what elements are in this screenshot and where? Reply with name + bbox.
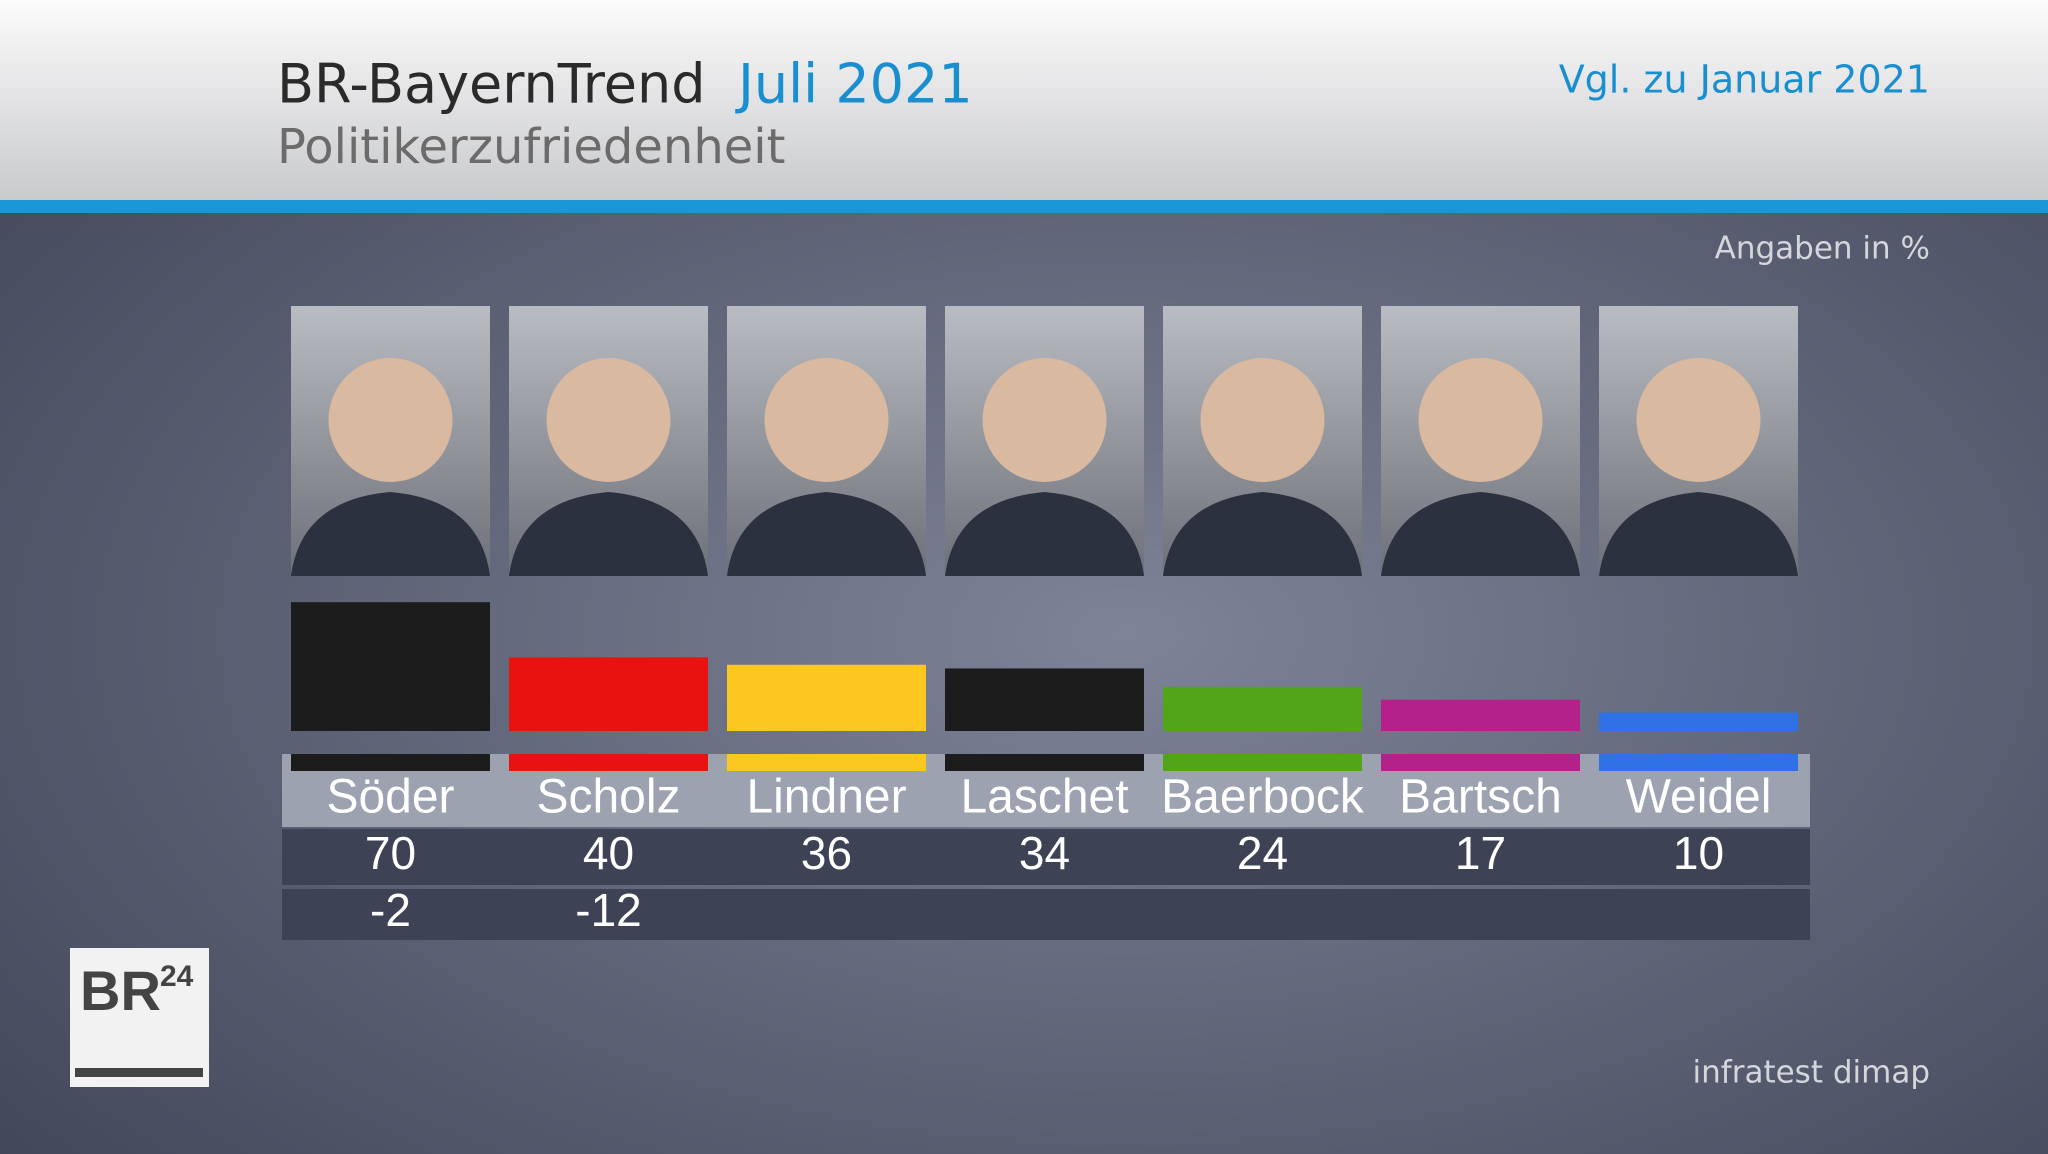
- photo-head: [1418, 358, 1543, 482]
- bar: [1381, 699, 1580, 731]
- color-strip: [1163, 754, 1362, 771]
- value-label: 70: [365, 827, 416, 879]
- category-label: Laschet: [960, 771, 1128, 824]
- photo-shoulders: [1163, 492, 1362, 576]
- photo-shoulders: [1599, 492, 1798, 576]
- category-label: Weidel: [1626, 771, 1772, 824]
- category-label: Söder: [326, 771, 454, 824]
- value-label: 24: [1237, 827, 1288, 879]
- change-label: -2: [370, 884, 411, 936]
- category-label: Baerbock: [1161, 771, 1365, 824]
- bar: [1599, 712, 1798, 731]
- color-strip: [727, 754, 926, 771]
- color-strip: [509, 754, 708, 771]
- color-strip: [1381, 754, 1580, 771]
- category-label: Lindner: [746, 771, 906, 824]
- bar: [727, 664, 926, 731]
- change-label: -12: [575, 884, 641, 936]
- value-row: [282, 829, 1810, 885]
- comparison-label: Vgl. zu Januar 2021: [1559, 58, 1930, 102]
- category-label: Scholz: [536, 771, 680, 824]
- value-label: 10: [1673, 827, 1724, 879]
- photo-shoulders: [1381, 492, 1580, 576]
- photo-head: [1200, 358, 1325, 482]
- title: BR-BayernTrend: [277, 53, 706, 116]
- bar: [509, 657, 708, 731]
- value-label: 40: [583, 827, 634, 879]
- value-label: 17: [1455, 827, 1506, 879]
- photo-head: [1636, 358, 1761, 482]
- photo-head: [764, 358, 889, 482]
- photo-shoulders: [945, 492, 1144, 576]
- logo-superscript: 24: [160, 960, 194, 993]
- header: [0, 0, 2048, 200]
- source: infratest dimap: [1693, 1055, 1930, 1091]
- color-strip: [1599, 754, 1798, 771]
- value-label: 34: [1019, 827, 1070, 879]
- photo-shoulders: [509, 492, 708, 576]
- logo-box: [70, 948, 209, 1087]
- color-strip: [291, 754, 490, 771]
- unit-note: Angaben in %: [1715, 231, 1930, 267]
- photo-head: [328, 358, 453, 482]
- header-rule: [0, 200, 2048, 213]
- bar: [291, 602, 490, 731]
- category-label: Bartsch: [1399, 771, 1562, 824]
- value-label: 36: [801, 827, 852, 879]
- logo-text: BR: [80, 959, 161, 1022]
- bar: [945, 668, 1144, 731]
- subtitle: Politikerzufriedenheit: [277, 119, 785, 175]
- photo-head: [546, 358, 671, 482]
- photo-shoulders: [291, 492, 490, 576]
- title-date: Juli 2021: [735, 53, 973, 116]
- change-row: [282, 889, 1810, 940]
- photo-head: [982, 358, 1107, 482]
- photo-shoulders: [727, 492, 926, 576]
- color-strip: [945, 754, 1144, 771]
- logo: BR 24: [70, 948, 209, 1087]
- logo-bar: [75, 1068, 203, 1077]
- bar: [1163, 686, 1362, 731]
